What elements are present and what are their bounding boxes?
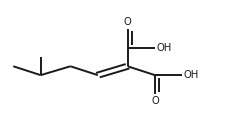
Text: OH: OH	[155, 43, 171, 53]
Text: O: O	[123, 17, 131, 27]
Text: OH: OH	[183, 70, 198, 80]
Text: O: O	[150, 96, 158, 106]
